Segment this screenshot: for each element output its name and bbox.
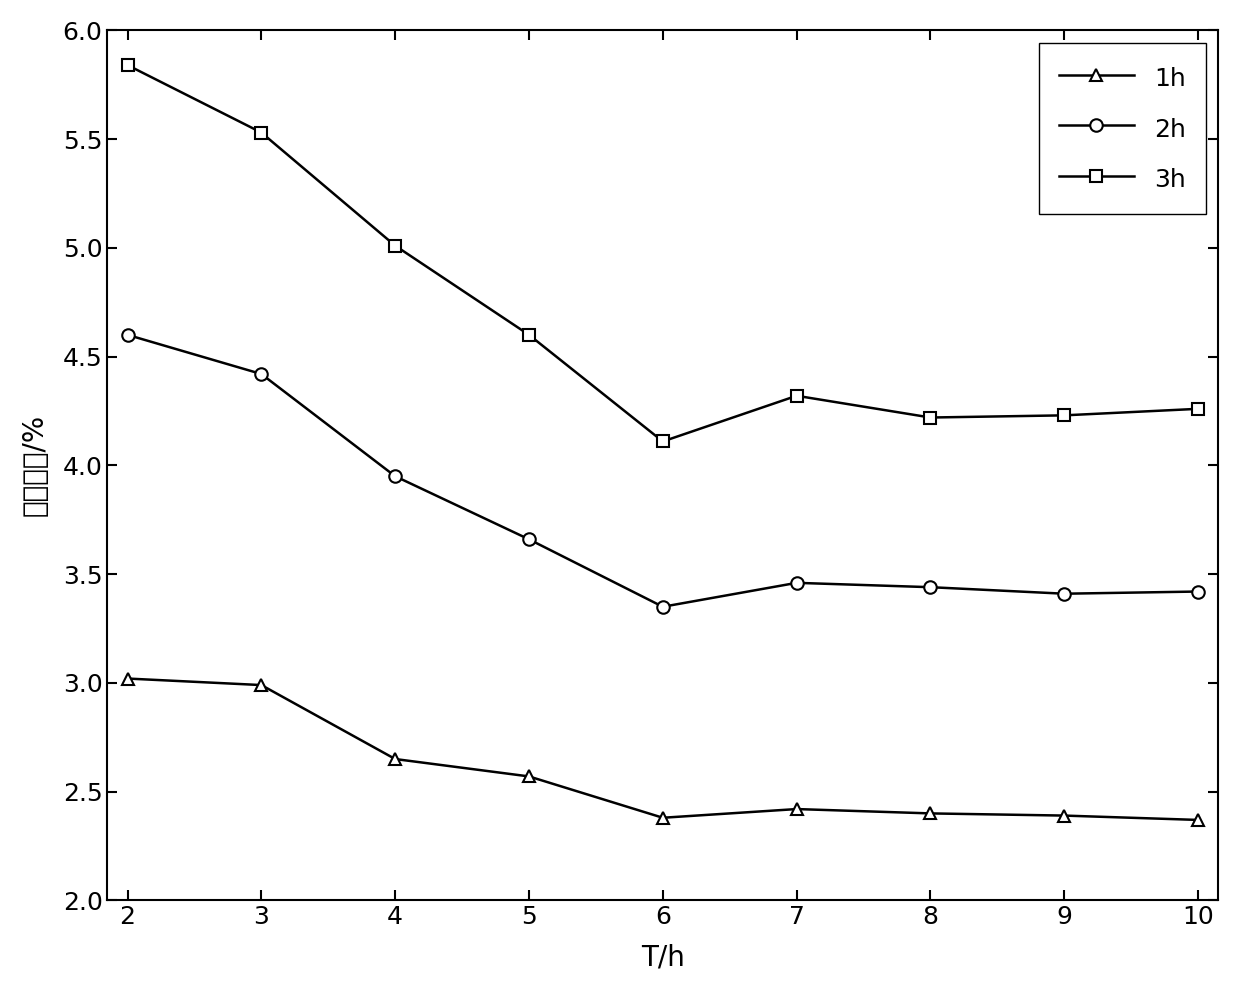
1h [254,680,269,691]
3h [388,240,403,252]
2h [388,470,403,482]
3h [1191,403,1206,415]
2h [254,368,269,380]
2h [789,577,804,589]
2h [1057,588,1072,600]
1h [522,771,536,783]
1h [655,811,670,823]
3h [254,127,269,139]
2h [1191,585,1206,597]
3h [655,435,670,447]
3h [1057,410,1072,422]
1h [789,804,804,815]
Y-axis label: 平均误差/%: 平均误差/% [21,415,48,517]
3h [522,329,536,341]
Line: 2h: 2h [121,328,1204,613]
3h [789,390,804,402]
1h [923,807,938,819]
2h [120,329,135,341]
3h [120,60,135,71]
2h [923,581,938,593]
2h [522,534,536,546]
X-axis label: T/h: T/h [641,943,685,971]
Legend: 1h, 2h, 3h: 1h, 2h, 3h [1038,43,1206,214]
Line: 1h: 1h [121,673,1204,826]
1h [1191,814,1206,826]
1h [1057,809,1072,821]
2h [655,601,670,613]
1h [388,753,403,765]
1h [120,673,135,684]
Line: 3h: 3h [121,59,1204,447]
3h [923,412,938,424]
